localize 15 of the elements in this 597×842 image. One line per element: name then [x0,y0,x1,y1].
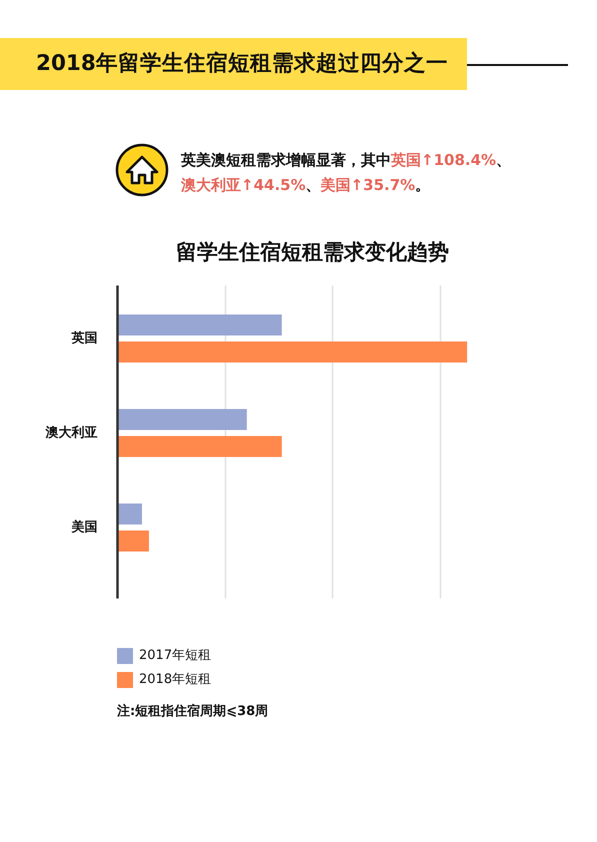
bar [118,409,247,430]
y-tick-label: 澳大利亚 [44,424,98,441]
legend-label: 2017年短租 [139,648,212,664]
text: 英美澳短租需求增幅显著，其中英国↑108.4%、澳大利亚↑44.5%、美国↑35.7%。 [181,151,512,194]
legend-label: 2018年短租 [139,672,212,688]
bar [118,530,149,552]
bar [118,314,282,336]
y-tick-label: 美国 [70,519,98,536]
y-tick-label: 英国 [70,331,98,346]
chart-title: 2018年留学生住宿短租需求超过四分之一 [36,50,448,78]
bar [118,504,142,525]
bar [118,342,468,363]
bar [118,436,282,458]
text: 注:短租指住宿周期⩽38周 [117,704,268,720]
chart-subtitle: 留学生住宿短租需求变化趋势 [176,239,449,265]
